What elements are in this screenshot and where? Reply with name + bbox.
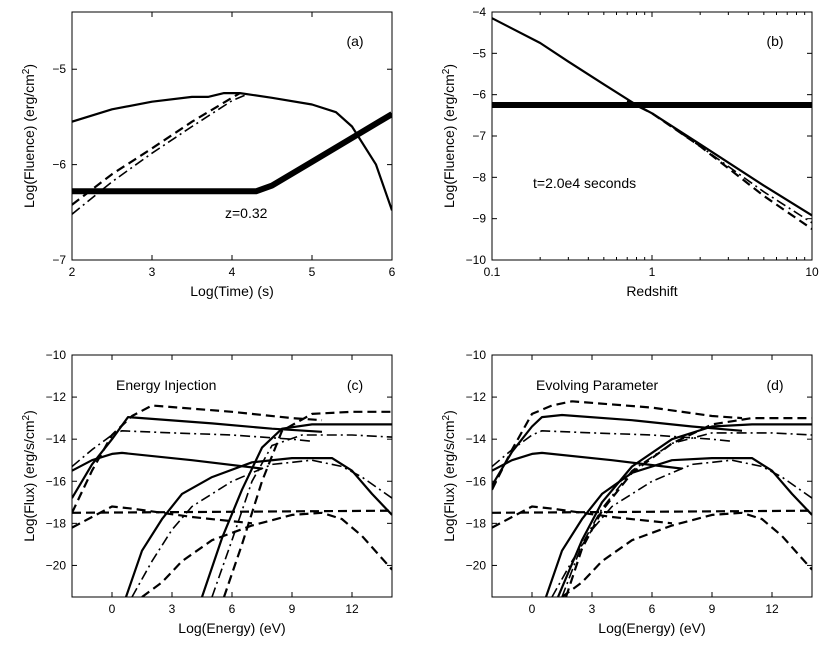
y-tick-label: −7 bbox=[472, 129, 486, 143]
x-tick-label: 6 bbox=[649, 602, 656, 616]
panel-annotation: Evolving Parameter bbox=[536, 377, 659, 393]
series-dashed-4 bbox=[222, 410, 392, 597]
x-axis-label: Log(Energy) (eV) bbox=[598, 620, 705, 636]
series-dashed-4 bbox=[564, 417, 812, 597]
y-tick-label: −4 bbox=[472, 5, 486, 19]
y-tick-label: −18 bbox=[46, 516, 67, 530]
series-solid-1 bbox=[492, 413, 743, 487]
panel-label: (d) bbox=[766, 377, 783, 393]
series-dash-dot bbox=[626, 100, 812, 224]
x-tick-label: 9 bbox=[709, 602, 716, 616]
series-dashed-3 bbox=[141, 511, 392, 597]
series-dashed-1 bbox=[492, 400, 743, 491]
x-tick-label: 0.1 bbox=[484, 265, 501, 279]
y-tick-label: −7 bbox=[52, 253, 66, 267]
x-tick-label: 0 bbox=[529, 602, 536, 616]
panel-label: (c) bbox=[347, 377, 363, 393]
x-tick-label: 1 bbox=[649, 265, 656, 279]
x-tick-label: 3 bbox=[589, 602, 596, 616]
series-dashed-5 bbox=[72, 509, 392, 514]
series-dashed bbox=[72, 92, 241, 206]
y-tick-label: −12 bbox=[46, 390, 67, 404]
y-tick-label: −14 bbox=[46, 432, 67, 446]
x-tick-label: 12 bbox=[765, 602, 779, 616]
panel-b: 0.1 1 10 −10 −9 −8 −7 −6 −5 −4 Redshift Log(Fluence… bbox=[441, 5, 819, 299]
panel-annotation: t=2.0e4 seconds bbox=[533, 175, 636, 191]
y-tick-label: −18 bbox=[466, 516, 487, 530]
y-axis-label: Log(Flux) (erg/s/cm2) bbox=[441, 410, 457, 542]
y-tick-label: −9 bbox=[472, 212, 486, 226]
y-tick-label: −5 bbox=[52, 62, 66, 76]
series-dashdot-1 bbox=[72, 430, 313, 468]
panel-annotation: Energy Injection bbox=[116, 377, 216, 393]
x-tick-label: 9 bbox=[289, 602, 296, 616]
series-group bbox=[72, 92, 392, 215]
series-solid-2 bbox=[492, 451, 683, 472]
x-tick-label: 12 bbox=[345, 602, 359, 616]
y-tick-label: −14 bbox=[466, 432, 487, 446]
y-tick-label: −10 bbox=[466, 348, 487, 362]
x-tick-label: 3 bbox=[149, 265, 156, 279]
y-tick-label: −8 bbox=[472, 170, 486, 184]
panel-c: 0 3 6 9 12 −20 −18 −16 −14 −12 −10 Log(Energy) (eV)… bbox=[21, 348, 393, 636]
series-dashed-2 bbox=[72, 505, 253, 529]
x-tick-label: 4 bbox=[229, 265, 236, 279]
x-tick-label: 2 bbox=[69, 265, 76, 279]
y-tick-label: −16 bbox=[466, 474, 487, 488]
x-axis-label: Redshift bbox=[626, 283, 677, 299]
series-solid-2 bbox=[72, 451, 263, 472]
series-solid-3 bbox=[544, 457, 812, 597]
y-tick-label: −12 bbox=[466, 390, 487, 404]
plot-frame bbox=[71, 11, 393, 261]
series-dashed bbox=[626, 99, 812, 230]
x-tick-label: 0 bbox=[109, 602, 116, 616]
series-solid-3 bbox=[124, 457, 392, 597]
series-dash-dot bbox=[72, 93, 249, 215]
y-axis-label: Log(Fluence) (erg/cm2) bbox=[441, 64, 457, 208]
y-tick-label: −6 bbox=[52, 158, 66, 172]
y-tick-label: −20 bbox=[466, 558, 487, 572]
series-group bbox=[492, 17, 812, 230]
y-tick-label: −10 bbox=[466, 253, 487, 267]
y-tick-label: −16 bbox=[46, 474, 67, 488]
series-dashdot-2 bbox=[131, 459, 392, 597]
y-tick-label: −10 bbox=[46, 348, 67, 362]
panel-a: 2 3 4 5 6 −7 −6 −5 Log(Time) (s) Log(Fluence) (er… bbox=[21, 11, 396, 299]
x-tick-label: 5 bbox=[309, 265, 316, 279]
series-group bbox=[492, 400, 812, 597]
x-axis-label: Log(Time) (s) bbox=[190, 283, 274, 299]
series-thick-solid bbox=[72, 111, 392, 195]
x-axis-label: Log(Energy) (eV) bbox=[178, 620, 285, 636]
y-tick-label: −6 bbox=[472, 88, 486, 102]
series-solid-4 bbox=[200, 423, 392, 597]
y-axis-label: Log(Fluence) (erg/cm2) bbox=[21, 64, 37, 208]
panel-d: 0 3 6 9 12 −20 −18 −16 −14 −12 −10 Log(Energy) (eV)… bbox=[441, 348, 813, 636]
x-tick-label: 6 bbox=[229, 602, 236, 616]
series-dashdot-2 bbox=[551, 459, 812, 597]
x-tick-label: 10 bbox=[805, 265, 819, 279]
series-dashdot-1 bbox=[492, 430, 733, 468]
plot-frame bbox=[491, 11, 813, 261]
series-dashdot-3 bbox=[561, 432, 812, 597]
series-solid-4 bbox=[556, 423, 812, 597]
series-dashdot-3 bbox=[211, 434, 392, 597]
series-dashed-1 bbox=[72, 404, 323, 514]
x-tick-label: 6 bbox=[389, 265, 396, 279]
series-dashed-2 bbox=[492, 505, 673, 529]
panel-annotation: z=0.32 bbox=[225, 205, 268, 221]
y-axis-label: Log(Flux) (erg/s/cm2) bbox=[21, 410, 37, 542]
y-tick-label: −5 bbox=[472, 46, 486, 60]
series-group bbox=[72, 404, 392, 597]
panel-label: (b) bbox=[766, 33, 783, 49]
y-tick-label: −20 bbox=[46, 558, 67, 572]
series-dashed-3 bbox=[561, 511, 812, 597]
series-dashed-5 bbox=[492, 509, 812, 514]
panel-label: (a) bbox=[346, 33, 363, 49]
x-tick-label: 3 bbox=[169, 602, 176, 616]
